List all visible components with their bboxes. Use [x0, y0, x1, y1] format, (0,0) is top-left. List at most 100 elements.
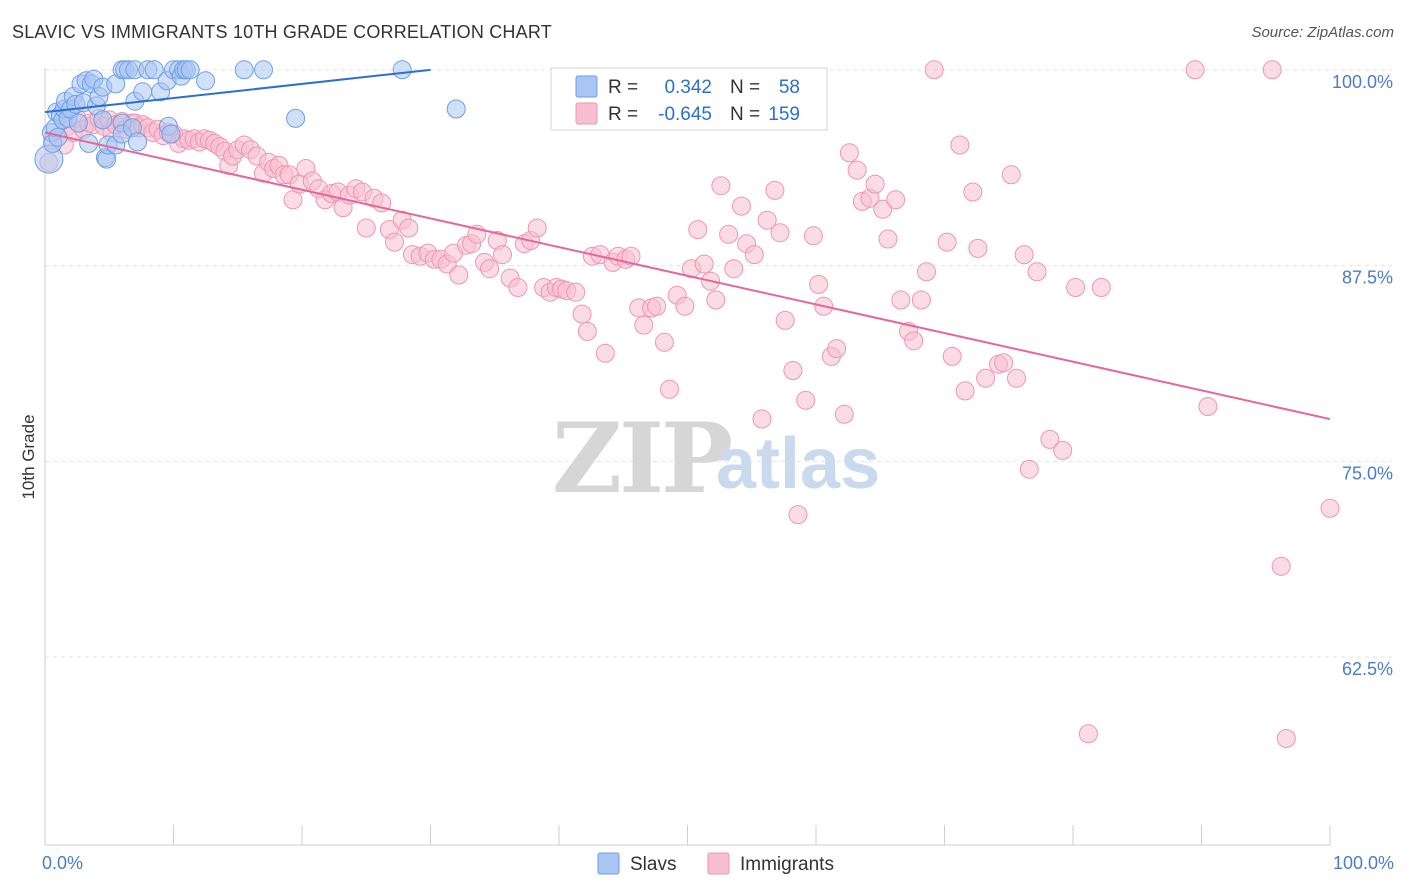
point-immigrants	[577, 321, 597, 341]
source-label: Source: ZipAtlas.com	[1251, 24, 1394, 41]
legend: R = 0.342 N = 58 R = -0.645 N = 159	[550, 67, 828, 131]
point-immigrants	[732, 196, 751, 216]
point-immigrants	[1066, 278, 1086, 297]
point-slavs	[180, 60, 200, 80]
point-immigrants	[775, 310, 795, 330]
point-immigrants	[757, 210, 777, 230]
legend-r-value-slavs: 0.342	[664, 77, 712, 98]
point-immigrants	[891, 290, 911, 310]
point-immigrants	[688, 220, 708, 240]
point-immigrants	[968, 238, 988, 258]
point-slavs	[196, 71, 216, 91]
point-immigrants	[527, 218, 547, 238]
point-immigrants	[788, 505, 808, 525]
point-immigrants	[904, 331, 924, 351]
point-immigrants	[449, 265, 469, 285]
point-immigrants	[1040, 429, 1060, 449]
point-immigrants	[1276, 729, 1296, 748]
point-immigrants	[675, 296, 695, 316]
point-slavs	[234, 60, 254, 80]
point-slavs	[161, 124, 181, 144]
point-immigrants	[621, 246, 641, 266]
bottom-legend-swatch-slavs	[597, 852, 620, 875]
point-immigrants	[1262, 60, 1282, 80]
point-immigrants	[508, 278, 528, 297]
point-slavs	[446, 99, 466, 119]
point-immigrants	[955, 381, 975, 401]
bottom-legend-label-immigrants: Immigrants	[740, 854, 834, 875]
point-immigrants	[1185, 60, 1205, 80]
legend-r-value-immigrants: -0.645	[658, 104, 712, 125]
legend-n-value-immigrants: 159	[768, 104, 800, 125]
legend-n-value-slavs: 58	[779, 77, 800, 98]
point-immigrants	[809, 274, 829, 294]
point-immigrants	[1091, 278, 1111, 297]
y-tick-label: 100.0%	[1332, 72, 1393, 92]
watermark-atlas: atlas	[716, 424, 880, 504]
point-immigrants	[917, 262, 936, 282]
point-immigrants	[765, 180, 785, 200]
point-immigrants	[847, 160, 867, 180]
point-slavs	[68, 113, 88, 133]
point-immigrants	[1027, 262, 1047, 282]
point-immigrants	[878, 229, 898, 249]
point-immigrants	[1320, 498, 1340, 518]
point-immigrants	[724, 259, 744, 279]
point-slavs	[286, 108, 306, 128]
legend-n-label-slavs: N =	[730, 77, 760, 98]
point-immigrants	[654, 332, 674, 352]
point-immigrants	[399, 218, 419, 238]
legend-swatch-slavs	[575, 75, 598, 98]
point-immigrants	[356, 218, 376, 238]
point-immigrants	[694, 254, 714, 274]
watermark: ZIP atlas	[552, 402, 880, 515]
point-slavs	[133, 82, 153, 102]
point-immigrants	[924, 60, 944, 80]
watermark-zip: ZIP	[552, 402, 731, 515]
point-immigrants	[839, 143, 859, 163]
point-immigrants	[1078, 724, 1098, 744]
legend-r-label-slavs: R =	[608, 77, 638, 98]
bottom-legend-swatch-immigrants	[707, 852, 730, 875]
point-immigrants	[783, 361, 803, 380]
point-immigrants	[744, 245, 764, 265]
point-immigrants	[963, 182, 983, 202]
point-slavs	[144, 60, 164, 80]
y-tick-label: 87.5%	[1342, 268, 1393, 288]
point-immigrants	[711, 176, 731, 196]
point-immigrants	[1001, 165, 1021, 185]
point-immigrants	[566, 282, 586, 302]
chart-title: SLAVIC VS IMMIGRANTS 10TH GRADE CORRELAT…	[12, 22, 552, 42]
point-slavs	[392, 60, 412, 80]
point-immigrants	[1198, 397, 1218, 416]
legend-n-label-immigrants: N =	[730, 104, 760, 125]
legend-swatch-immigrants	[575, 102, 598, 125]
point-immigrants	[770, 223, 790, 243]
y-axis-label: 10th Grade	[19, 414, 38, 499]
axes-layer: 100.0% 87.5% 75.0% 62.5%	[44, 68, 1393, 846]
bottom-legend-label-slavs: Slavs	[630, 854, 676, 875]
legend-r-label-immigrants: R =	[608, 104, 638, 125]
point-slavs	[93, 110, 113, 130]
point-immigrants	[719, 224, 739, 244]
point-immigrants	[865, 174, 885, 194]
bottom-legend: Slavs Immigrants	[597, 852, 834, 875]
point-immigrants	[803, 226, 823, 246]
point-immigrants	[660, 379, 679, 399]
trendline-slavs	[44, 68, 431, 114]
point-immigrants	[827, 339, 847, 359]
point-immigrants	[595, 343, 615, 363]
point-immigrants	[937, 232, 957, 252]
point-immigrants	[1007, 368, 1026, 388]
point-immigrants	[1271, 556, 1291, 576]
point-immigrants	[493, 245, 512, 265]
point-immigrants	[572, 304, 592, 324]
point-immigrants	[634, 315, 654, 335]
point-immigrants	[1019, 459, 1039, 479]
point-immigrants	[950, 135, 970, 155]
point-slavs	[128, 132, 147, 152]
point-immigrants	[385, 232, 404, 252]
point-immigrants	[752, 409, 772, 429]
x-tick-label-start: 0.0%	[42, 853, 83, 873]
